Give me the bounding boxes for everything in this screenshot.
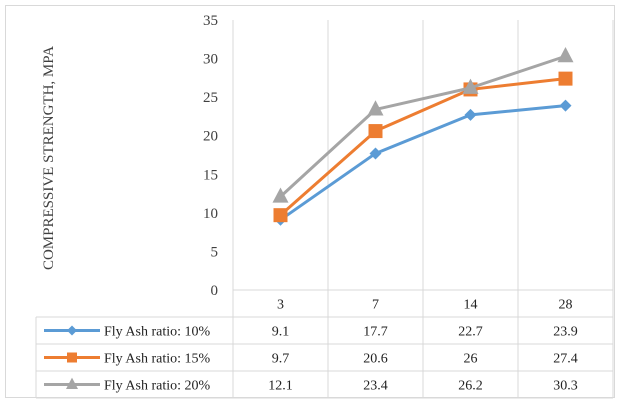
series-line (279, 77, 566, 217)
legend-marker (67, 352, 77, 363)
data-table: 3 7 14 28 Fly Ash ratio: 10% 9.1 17.7 22.7 23.9 F… (44, 298, 578, 394)
legend-label: Fly Ash ratio: 10% (104, 325, 211, 340)
x-tick-label: 7 (372, 298, 379, 313)
data-point (557, 47, 574, 63)
legend-label: Fly Ash ratio: 20% (104, 379, 211, 394)
data-table-value: 30.3 (553, 379, 578, 394)
grid-layer (35, 20, 614, 399)
data-point (464, 108, 477, 121)
data-table-value: 12.1 (268, 379, 293, 394)
legend-marker (67, 325, 77, 336)
data-table-value: 23.4 (363, 379, 388, 394)
data-table-value: 9.1 (272, 325, 290, 340)
y-tick-label: 5 (211, 244, 219, 260)
data-point (558, 71, 573, 86)
y-tick-label: 35 (203, 13, 218, 29)
data-point (368, 124, 383, 139)
data-table-value: 26 (464, 352, 478, 367)
series-layer (272, 47, 574, 226)
data-table-value: 17.7 (363, 325, 388, 340)
data-point (559, 99, 572, 112)
data-table-value: 20.6 (363, 352, 388, 367)
data-point (273, 208, 288, 223)
legend-marker (66, 377, 78, 389)
x-tick-label: 3 (277, 298, 284, 313)
y-tick-label: 0 (211, 283, 219, 299)
data-table-value: 9.7 (272, 352, 290, 367)
y-tick-label: 10 (203, 206, 218, 222)
y-tick-label: 25 (203, 90, 218, 106)
data-table-value: 27.4 (553, 352, 578, 367)
data-table-value: 26.2 (458, 379, 483, 394)
data-table-value: 23.9 (553, 325, 578, 340)
series-line (279, 54, 566, 198)
y-tick-label: 30 (203, 52, 218, 68)
data-point (369, 147, 382, 160)
data-point (367, 100, 384, 116)
series-line (279, 104, 566, 222)
x-tick-label: 28 (559, 298, 573, 313)
y-tick-label: 20 (203, 129, 218, 145)
y-tick-label: 15 (203, 167, 218, 183)
legend-label: Fly Ash ratio: 15% (104, 352, 211, 367)
data-point (462, 78, 479, 94)
data-point (272, 187, 289, 203)
chart-frame (5, 5, 615, 398)
y-axis-label: COMPRESSIVE STRENGTH, MPA (41, 46, 57, 270)
x-tick-label: 14 (464, 298, 478, 313)
axis-layer: 0 5 10 15 20 25 30 35 (203, 13, 218, 299)
data-table-value: 22.7 (458, 325, 483, 340)
